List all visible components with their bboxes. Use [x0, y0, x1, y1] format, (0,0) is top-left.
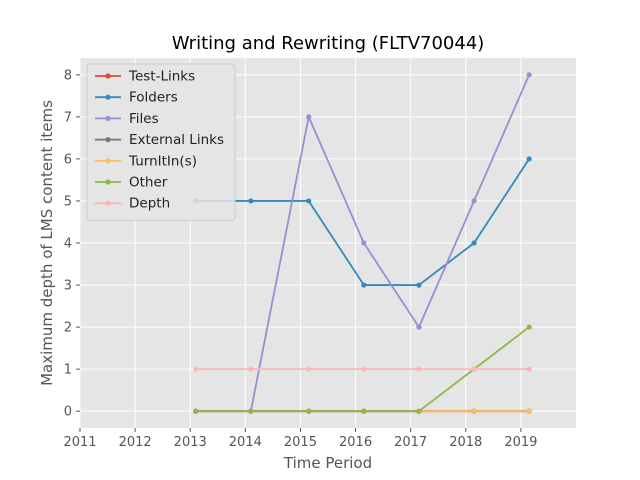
data-point [306, 114, 312, 120]
data-point [416, 408, 422, 414]
series-depth [193, 366, 532, 372]
y-axis-label: Maximum depth of LMS content items [38, 100, 56, 386]
data-point [526, 72, 532, 78]
x-axis-ticks: 2011 2012 2013 2014 2015 2016 2017 2018 2019 [63, 428, 537, 450]
y-tick-label: 2 [64, 321, 72, 336]
series-line [249, 74, 530, 412]
x-tick-label: 2011 [63, 435, 96, 450]
data-point [248, 408, 254, 414]
data-point [193, 366, 199, 372]
legend-marker [105, 73, 111, 79]
data-point [306, 408, 312, 414]
x-axis-label: Time Period [283, 454, 372, 472]
legend-marker [105, 158, 111, 164]
legend-label: Test-Links [128, 69, 195, 85]
data-point [361, 282, 367, 288]
legend-marker [105, 179, 111, 185]
y-axis-ticks: 0 1 2 3 4 5 6 7 8 [64, 68, 80, 420]
x-tick-label: 2015 [284, 435, 317, 450]
legend-item-external-links: External Links [95, 132, 224, 148]
x-tick-label: 2019 [504, 435, 537, 450]
legend-marker [105, 200, 111, 206]
data-point [306, 366, 312, 372]
data-point [193, 408, 199, 414]
series-layer [193, 72, 532, 414]
data-point [248, 198, 254, 204]
chart-title: Writing and Rewriting (FLTV70044) [172, 33, 485, 54]
y-tick-label: 6 [64, 152, 72, 167]
data-point [361, 240, 367, 246]
legend-item-files: Files [95, 111, 159, 127]
x-tick-label: 2013 [174, 435, 207, 450]
legend-marker [105, 115, 111, 121]
x-tick-label: 2017 [394, 435, 427, 450]
legend-box [86, 63, 236, 221]
legend-label: External Links [129, 132, 224, 148]
legend-item-folders: Folders [95, 90, 178, 106]
data-point [361, 366, 367, 372]
legend-item-depth: Depth [95, 196, 170, 212]
y-tick-label: 1 [64, 363, 72, 378]
data-point [416, 366, 422, 372]
x-tick-label: 2014 [229, 435, 262, 450]
x-tick-label: 2012 [119, 435, 152, 450]
legend-item-test-links: Test-Links [95, 69, 195, 85]
legend-marker [105, 94, 111, 100]
data-point [526, 156, 532, 162]
x-tick-label: 2018 [449, 435, 482, 450]
y-tick-label: 5 [64, 194, 72, 209]
legend-label: Depth [129, 196, 170, 212]
data-point [526, 366, 532, 372]
y-tick-label: 0 [64, 405, 72, 420]
legend-item-other: Other [95, 175, 168, 191]
data-point [471, 240, 477, 246]
legend: Test-Links Folders Files External Links Turn… [86, 63, 236, 221]
y-tick-label: 4 [64, 237, 72, 252]
y-tick-label: 3 [64, 279, 72, 294]
legend-label: Other [129, 175, 168, 191]
y-tick-label: 7 [64, 110, 72, 125]
series-folders [193, 156, 532, 288]
y-tick-label: 8 [64, 68, 72, 83]
x-tick-label: 2016 [339, 435, 372, 450]
data-point [306, 198, 312, 204]
legend-marker [105, 137, 111, 143]
legend-item-turnitin-s: TurnItIn(s) [95, 153, 197, 169]
legend-label: Files [129, 111, 159, 127]
data-point [416, 324, 422, 330]
data-point [526, 408, 532, 414]
legend-label: TurnItIn(s) [128, 153, 197, 169]
legend-label: Folders [129, 90, 178, 106]
data-point [471, 198, 477, 204]
data-point [248, 366, 254, 372]
data-point [361, 408, 367, 414]
data-point [471, 408, 477, 414]
data-point [526, 324, 532, 330]
data-point [471, 366, 477, 372]
data-point [416, 282, 422, 288]
